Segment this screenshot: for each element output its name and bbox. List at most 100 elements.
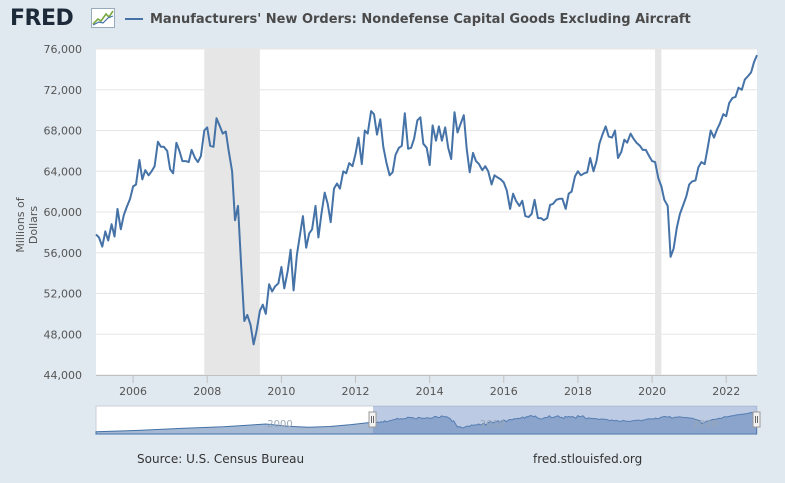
data-point (466, 148, 468, 150)
data-point (324, 192, 326, 194)
data-point (475, 160, 477, 162)
data-point (571, 191, 573, 193)
navigator-label: 2020 (692, 419, 717, 430)
data-point (491, 184, 493, 186)
data-point (333, 188, 335, 190)
legend-label: Manufacturers' New Orders: Nondefense Ca… (150, 11, 691, 27)
data-point (209, 145, 211, 147)
data-point (704, 163, 706, 165)
data-point (732, 97, 734, 99)
data-point (719, 123, 721, 125)
data-point (753, 61, 755, 63)
data-point (287, 270, 289, 272)
data-point (608, 136, 610, 138)
chart-header: FRED Manufacturers' New Orders: Nondefen… (0, 0, 785, 40)
data-point (348, 162, 350, 164)
data-point (565, 208, 567, 210)
data-point (154, 165, 156, 167)
data-point (522, 200, 524, 202)
data-point (345, 172, 347, 174)
data-point (135, 184, 137, 186)
data-point (172, 172, 174, 174)
data-point (410, 147, 412, 149)
y-tick-label: 68,000 (44, 125, 83, 138)
y-tick-label: 48,000 (44, 328, 83, 341)
data-point (667, 205, 669, 207)
data-point (469, 171, 471, 173)
data-point (741, 89, 743, 91)
data-point (342, 170, 344, 172)
data-point (169, 168, 171, 170)
data-point (435, 140, 437, 142)
data-point (413, 138, 415, 140)
site-url[interactable]: fred.stlouisfed.org (533, 452, 643, 466)
data-point (472, 152, 474, 154)
data-point (744, 79, 746, 81)
data-point (358, 137, 360, 139)
legend-item[interactable]: Manufacturers' New Orders: Nondefense Ca… (125, 10, 691, 28)
y-tick-label: 60,000 (44, 206, 83, 219)
data-point (222, 133, 224, 135)
data-point (654, 161, 656, 163)
data-point (95, 234, 97, 236)
data-point (524, 215, 526, 217)
data-point (225, 131, 227, 133)
data-point (120, 229, 122, 231)
data-point (336, 183, 338, 185)
x-tick-label: 2010 (267, 385, 295, 398)
data-point (194, 157, 196, 159)
data-point (284, 288, 286, 290)
x-tick-label: 2016 (490, 385, 518, 398)
data-point (447, 147, 449, 149)
data-point (429, 164, 431, 166)
data-point (602, 133, 604, 135)
data-point (407, 148, 409, 150)
data-point (543, 219, 545, 221)
data-point (500, 179, 502, 181)
data-point (256, 330, 258, 332)
data-point (160, 146, 162, 148)
fred-logo[interactable]: FRED (10, 6, 74, 31)
data-point (546, 217, 548, 219)
navigator-selection[interactable] (373, 406, 757, 434)
x-tick-label: 2018 (564, 385, 592, 398)
data-point (503, 182, 505, 184)
data-point (481, 169, 483, 171)
data-point (611, 137, 613, 139)
data-point (241, 267, 243, 269)
data-point (519, 205, 521, 207)
source-note: Source: U.S. Census Bureau (137, 452, 305, 466)
data-point (549, 204, 551, 206)
data-point (487, 170, 489, 172)
navigator-handle-left[interactable] (368, 411, 377, 428)
data-point (318, 237, 320, 239)
data-point (444, 127, 446, 129)
data-point (420, 116, 422, 118)
data-point (756, 54, 758, 56)
x-tick-label: 2006 (119, 385, 147, 398)
data-point (559, 198, 561, 200)
data-point (197, 161, 199, 163)
x-tick-label: 2020 (638, 385, 666, 398)
data-point (203, 130, 205, 132)
data-point (750, 72, 752, 74)
data-point (216, 117, 218, 119)
data-point (395, 154, 397, 156)
data-point (321, 213, 323, 215)
data-point (484, 165, 486, 167)
data-point (389, 175, 391, 177)
data-point (698, 166, 700, 168)
data-point (605, 126, 607, 128)
navigator-handle-right[interactable] (752, 411, 761, 428)
data-point (311, 229, 313, 231)
data-point (392, 171, 394, 173)
data-point (376, 134, 378, 136)
data-point (213, 146, 215, 148)
data-point (228, 150, 230, 152)
data-point (278, 283, 280, 285)
data-point (713, 137, 715, 139)
data-point (126, 206, 128, 208)
y-tick-label: 56,000 (44, 247, 83, 260)
data-point (145, 169, 147, 171)
